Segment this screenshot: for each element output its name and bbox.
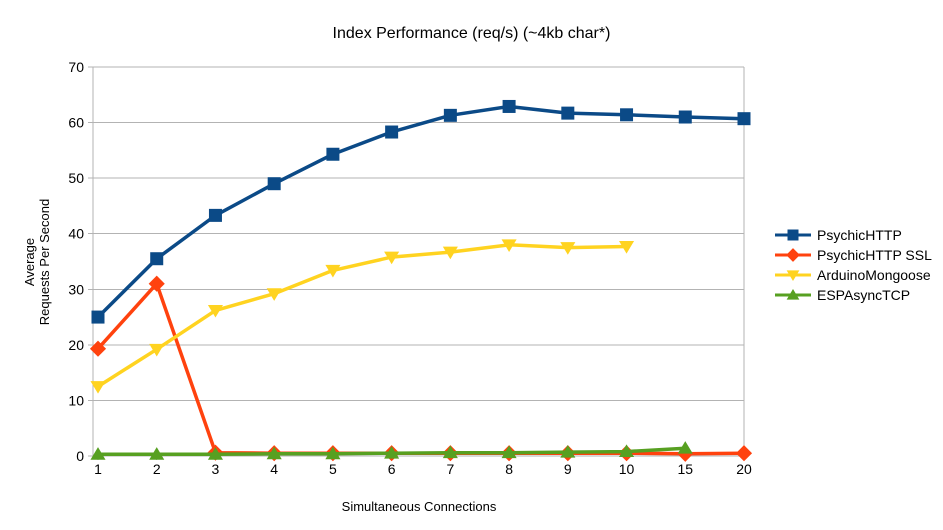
y-tick-label: 70: [68, 59, 84, 75]
data-point: [677, 445, 694, 462]
series-line: [96, 104, 746, 319]
data-point: [150, 252, 164, 266]
y-tick-label: 20: [68, 337, 84, 353]
series-arduinomongoose: [90, 239, 635, 394]
x-tick-label: 2: [153, 461, 161, 477]
data-point: [90, 381, 106, 394]
y-axis-title-line2: Requests Per Second: [37, 198, 52, 326]
legend-label: PsychicHTTP: [817, 227, 902, 243]
data-point: [620, 108, 634, 122]
y-axis-title-line1: Average: [22, 237, 37, 287]
y-tick-label: 10: [68, 392, 84, 408]
x-tick-label: 8: [505, 461, 513, 477]
x-tick-label: 15: [677, 461, 693, 477]
data-point: [502, 99, 516, 113]
x-tick-label: 9: [564, 461, 572, 477]
legend-marker: [786, 288, 800, 300]
data-point: [90, 447, 106, 460]
x-tick-label: 7: [446, 461, 454, 477]
data-point: [267, 177, 281, 191]
data-point: [619, 241, 635, 254]
legend-marker: [787, 229, 799, 241]
series-line: [96, 281, 746, 456]
x-tick-label: 6: [388, 461, 396, 477]
data-point: [208, 208, 222, 222]
data-point: [442, 445, 458, 459]
data-point: [561, 106, 575, 120]
chart-title: Index Performance (req/s) (~4kb char*): [332, 25, 611, 42]
legend: PsychicHTTP PsychicHTTP SSL ArduinoMongoos…: [774, 225, 932, 305]
y-tick-label: 50: [68, 170, 84, 186]
data-point: [384, 251, 400, 265]
y-tick-label: 30: [68, 281, 84, 297]
legend-marker: [786, 248, 800, 262]
data-point: [149, 343, 165, 357]
series-psychichttp-ssl: [89, 275, 753, 462]
data-point: [326, 147, 340, 161]
data-point: [91, 310, 105, 324]
data-point: [325, 446, 341, 460]
data-point: [442, 246, 458, 260]
data-point: [443, 108, 457, 122]
legend-marker: [786, 270, 800, 282]
x-axis-title: Simultaneous Connections: [341, 499, 497, 514]
data-point: [737, 112, 751, 126]
data-point: [677, 441, 693, 454]
x-tick-label: 20: [736, 461, 752, 477]
data-point: [501, 445, 517, 459]
x-tick-label: 1: [94, 461, 102, 477]
y-axis-title: Average Requests Per Second: [22, 199, 52, 325]
data-point: [89, 340, 107, 357]
legend-label: ArduinoMongoose: [817, 267, 931, 283]
data-point: [735, 445, 753, 462]
legend-label: ESPAsyncTCP: [817, 287, 911, 303]
series-line: [96, 243, 629, 389]
data-point: [619, 444, 635, 458]
data-point: [266, 446, 282, 460]
data-point: [325, 264, 341, 278]
y-tick-labels: 0 10 20 30 40 50 60 70: [68, 59, 84, 464]
y-tick-label: 60: [68, 115, 84, 131]
diamond-legend-swatch-icon: [775, 248, 811, 262]
data-point: [678, 110, 692, 124]
data-point: [207, 304, 223, 318]
data-point: [384, 446, 400, 459]
data-point: [560, 242, 576, 255]
data-point: [501, 239, 517, 252]
x-tick-label: 10: [619, 461, 635, 477]
data-point: [266, 288, 282, 301]
legend-label: PsychicHTTP SSL: [817, 247, 932, 263]
series-psychichttp: [91, 99, 751, 324]
data-point: [207, 447, 223, 460]
legend-item-psychichttp-ssl: PsychicHTTP SSL: [774, 245, 932, 265]
x-tick-label: 5: [329, 461, 337, 477]
y-tick-label: 40: [68, 226, 84, 242]
square-legend-swatch-icon: [775, 229, 811, 241]
data-point: [385, 125, 399, 139]
x-tick-labels: 1 2 3 4 5 6 7 8 9 10 15 20: [94, 461, 752, 477]
data-point: [149, 447, 165, 460]
triangle-up-legend-swatch-icon: [775, 288, 811, 300]
legend-item-arduinomongoose: ArduinoMongoose: [774, 265, 932, 285]
data-point: [560, 444, 576, 458]
x-tick-label: 3: [212, 461, 220, 477]
data-point: [148, 275, 165, 292]
y-tick-label: 0: [76, 448, 84, 464]
x-tick-label: 4: [270, 461, 278, 477]
series-espasynctcp: [90, 441, 693, 460]
triangle-down-legend-swatch-icon: [775, 270, 811, 282]
legend-item-espasynctcp: ESPAsyncTCP: [774, 285, 932, 305]
legend-item-psychichttp: PsychicHTTP: [774, 225, 932, 245]
